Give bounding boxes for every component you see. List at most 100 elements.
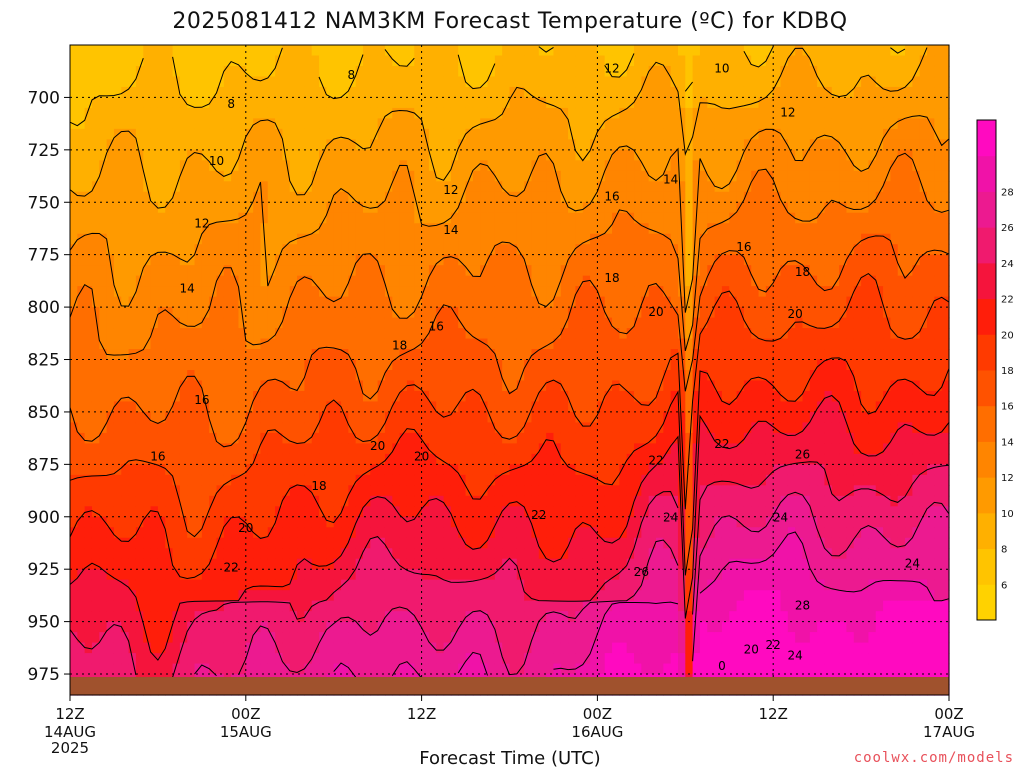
field-cell [201, 97, 210, 109]
field-cell [465, 548, 474, 560]
field-cell [458, 65, 467, 78]
field-cell [201, 349, 210, 361]
field-cell [84, 118, 93, 130]
field-cell [392, 233, 401, 245]
field-cell [575, 632, 584, 644]
field-cell [575, 170, 584, 182]
field-cell [297, 149, 305, 161]
field-cell [282, 328, 291, 340]
field-cell [612, 296, 620, 308]
field-cell [546, 317, 555, 329]
field-cell [472, 474, 481, 486]
field-cell [465, 118, 474, 130]
field-cell [619, 55, 628, 67]
field-cell [150, 233, 159, 245]
field-cell [421, 422, 430, 434]
field-cell [494, 296, 503, 308]
field-cell [77, 76, 86, 88]
field-cell [575, 128, 584, 140]
field-cell [392, 55, 401, 67]
field-cell [84, 275, 93, 287]
field-cell [106, 464, 115, 476]
field-cell [648, 527, 657, 539]
field-cell [216, 506, 225, 518]
field-cell [282, 411, 291, 424]
field-cell [538, 107, 547, 119]
field-cell [84, 663, 93, 675]
field-cell [443, 422, 452, 434]
field-cell [384, 401, 393, 413]
field-cell [568, 390, 577, 403]
field-cell [172, 653, 181, 665]
field-cell [99, 118, 108, 130]
field-cell [267, 160, 276, 172]
field-cell [187, 464, 196, 476]
field-cell [560, 527, 569, 539]
field-cell [604, 443, 613, 455]
field-cell [121, 97, 130, 109]
field-cell [597, 506, 606, 518]
field-cell [443, 464, 452, 476]
field-cell [641, 663, 650, 675]
field-cell [289, 474, 298, 486]
field-cell [597, 632, 606, 644]
field-cell [311, 558, 320, 570]
field-cell [128, 328, 137, 340]
field-cell [370, 380, 379, 392]
field-cell [194, 55, 203, 67]
field-cell [428, 244, 437, 256]
field-cell [502, 401, 511, 413]
field-cell [348, 516, 357, 528]
field-cell [377, 611, 386, 623]
field-cell [128, 149, 137, 161]
field-cell [414, 254, 423, 266]
field-cell [106, 653, 115, 665]
field-cell [223, 411, 232, 424]
field-cell [231, 76, 240, 88]
field-cell [443, 370, 452, 382]
field-cell [172, 569, 181, 581]
field-cell [546, 443, 555, 455]
field-cell [641, 275, 650, 287]
field-cell [472, 275, 481, 287]
field-cell [216, 516, 225, 528]
field-cell [524, 65, 533, 78]
field-cell [355, 338, 364, 350]
field-cell [619, 558, 628, 570]
field-cell [135, 621, 144, 633]
field-cell [128, 55, 137, 67]
field-cell [648, 223, 657, 235]
field-cell [590, 139, 598, 151]
field-cell [516, 107, 525, 119]
field-cell [450, 495, 459, 507]
field-cell [560, 401, 569, 413]
field-cell [421, 170, 430, 182]
field-cell [553, 317, 562, 329]
field-cell [560, 45, 569, 57]
field-cell [509, 45, 518, 57]
field-cell [509, 642, 518, 654]
field-cell [619, 286, 628, 298]
field-cell [348, 328, 357, 340]
field-cell [516, 55, 525, 67]
field-cell [223, 139, 232, 151]
field-cell [143, 233, 152, 245]
field-cell [348, 160, 357, 172]
field-cell [612, 118, 620, 130]
field-cell [502, 411, 511, 424]
field-cell [656, 390, 664, 403]
field-cell [414, 600, 423, 612]
field-cell [165, 495, 174, 507]
field-cell [487, 349, 496, 361]
field-cell [275, 55, 284, 67]
field-cell [538, 411, 547, 424]
field-cell [341, 233, 349, 245]
field-cell [575, 286, 584, 298]
field-cell [568, 55, 577, 67]
field-cell [531, 149, 540, 161]
field-cell [582, 328, 591, 340]
field-cell [568, 212, 577, 224]
field-cell [597, 160, 606, 172]
field-cell [209, 380, 218, 392]
field-cell [150, 485, 159, 497]
